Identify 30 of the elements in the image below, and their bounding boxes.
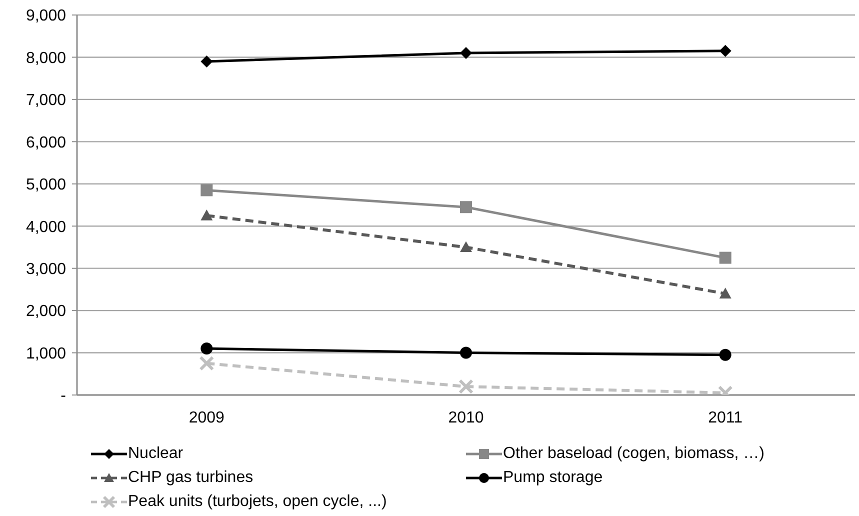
x-tick-label: 2010 [448,409,484,426]
point [719,44,732,57]
point [200,342,213,355]
point [460,241,472,252]
y-tick-label: 4,000 [26,218,66,236]
point [200,55,213,68]
legend-label: Pump storage [503,468,603,486]
y-tick-label: 9,000 [26,8,66,25]
y-tick-label: 7,000 [26,92,66,110]
point [200,184,213,196]
legend-label: Peak units (turbojets, open cycle, ...) [128,492,387,510]
point [460,201,472,214]
y-tick-label: 6,000 [26,134,66,152]
y-tick-label: 2,000 [26,303,66,320]
x-tick-label: 2011 [708,409,743,426]
y-tick-label: 8,000 [26,50,66,67]
point [460,346,472,359]
point [200,210,213,220]
y-tick-label: 1,000 [26,345,66,362]
legend-label: Nuclear [128,444,184,462]
y-tick-label: 5,000 [26,176,66,194]
legend-label: CHP gas turbines [128,468,254,486]
point [719,348,732,361]
y-tick-label: - [60,388,66,405]
point [719,288,732,298]
point [460,47,472,59]
legend-label: Other baseload (cogen, biomass, …) [503,444,764,462]
point [719,252,732,264]
x-tick-label: 2009 [188,409,225,426]
y-tick-label: 3,000 [26,261,66,278]
